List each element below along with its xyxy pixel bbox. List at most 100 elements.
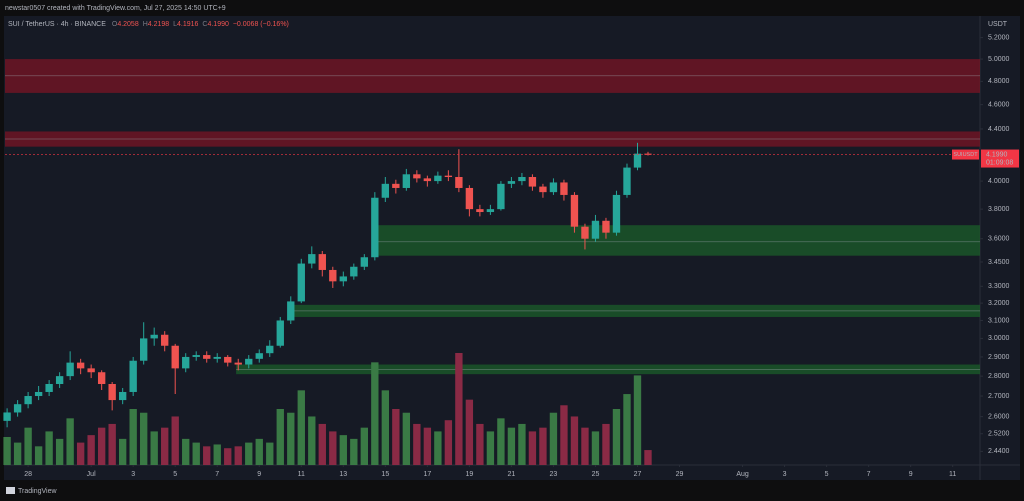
- volume-bar: [203, 446, 211, 465]
- volume-bar: [644, 450, 652, 465]
- volume-bar: [560, 405, 568, 465]
- symbol-title: SUI / TetherUS · 4h · BINANCE: [8, 21, 106, 28]
- x-tick-label: 9: [257, 471, 261, 478]
- volume-bar: [423, 427, 432, 465]
- candle-body: [182, 356, 190, 369]
- volume-bar: [434, 431, 442, 465]
- y-tick-label: 4.4000: [988, 126, 1010, 133]
- volume-bar: [3, 437, 11, 465]
- volume-bar: [108, 423, 116, 465]
- volume-bar: [234, 446, 242, 465]
- y-tick-label: 3.0000: [988, 335, 1010, 342]
- volume-bar: [182, 438, 190, 465]
- brand-logo: [6, 487, 15, 494]
- volume-bar: [329, 431, 337, 465]
- candle-body: [350, 266, 358, 277]
- candle-body: [276, 320, 284, 346]
- candle-body: [507, 181, 516, 184]
- x-tick-label: 11: [949, 471, 956, 478]
- candle-body: [108, 383, 116, 401]
- volume-bar: [528, 431, 537, 465]
- volume-bar: [612, 409, 621, 465]
- price-countdown: 01:09:08: [986, 159, 1013, 166]
- candle-body: [87, 368, 95, 373]
- candle-body: [203, 355, 211, 359]
- candle-body: [434, 175, 442, 182]
- candle-body: [549, 182, 558, 193]
- volume-bar: [507, 427, 516, 465]
- y-tick-label: 2.6000: [988, 413, 1010, 420]
- change: −0.0068 (−0.16%): [233, 21, 289, 28]
- candle-body: [423, 178, 432, 182]
- volume-bar: [276, 409, 284, 465]
- x-tick-label: 29: [676, 471, 684, 478]
- candle-body: [560, 182, 568, 195]
- volume-bar: [150, 431, 158, 465]
- volume-bar: [287, 412, 295, 465]
- brand-name: TradingView: [18, 488, 57, 495]
- y-tick-label: 3.4500: [988, 259, 1010, 266]
- x-tick-label: 5: [173, 471, 177, 478]
- y-tick-label: 3.2000: [988, 300, 1010, 307]
- candle-body: [66, 362, 74, 377]
- candle-body: [287, 301, 295, 321]
- candle-body: [486, 209, 495, 213]
- volume-bar: [255, 438, 263, 465]
- volume-bar: [192, 442, 200, 465]
- ohlc-value: 4.2058: [117, 21, 139, 28]
- y-tick-label: 2.7000: [988, 393, 1010, 400]
- volume-bar: [87, 435, 95, 465]
- candle-body: [97, 372, 106, 384]
- volume-bar: [497, 418, 505, 465]
- volume-bar: [381, 390, 390, 465]
- x-tick-label: 17: [423, 471, 431, 478]
- volume-bar: [539, 427, 547, 465]
- zone: [372, 225, 980, 256]
- candle-body: [161, 334, 169, 346]
- volume-bar: [24, 427, 32, 465]
- y-tick-label: 2.9000: [988, 354, 1010, 361]
- candle-body: [633, 153, 642, 168]
- candle-body: [402, 174, 411, 188]
- candle-body: [329, 269, 337, 282]
- zones: [5, 59, 981, 375]
- candles: [3, 142, 652, 428]
- ohlc-value: 4.1990: [207, 21, 229, 28]
- x-tick-label: 23: [550, 471, 558, 478]
- volume-bar: [66, 418, 74, 465]
- candle-body: [150, 334, 158, 339]
- volume-bar: [97, 427, 106, 465]
- volume-bar: [623, 394, 631, 465]
- volume-bar: [444, 420, 453, 465]
- volume-bar: [350, 438, 358, 465]
- ohlc-key: O: [112, 21, 118, 28]
- volume-bar: [76, 442, 85, 465]
- candle-body: [644, 153, 652, 155]
- candle-body: [297, 263, 305, 302]
- volume-bar: [371, 362, 379, 465]
- volume-bar: [318, 423, 326, 465]
- volume-bar: [549, 412, 558, 465]
- candle-body: [171, 345, 179, 369]
- volume-bar: [591, 431, 600, 465]
- x-tick-label: 11: [298, 471, 305, 478]
- ohlc-value: 4.2198: [148, 21, 170, 28]
- y-unit: USDT: [988, 21, 1008, 28]
- y-tick-label: 2.4400: [988, 448, 1010, 455]
- brand: TradingView: [6, 487, 57, 495]
- y-tick-label: 3.3000: [988, 283, 1010, 290]
- x-tick-label: 7: [215, 471, 219, 478]
- ohlc-value: 4.1916: [177, 21, 199, 28]
- candle-body: [129, 360, 137, 392]
- volume-bar: [140, 412, 148, 465]
- x-tick-label: 27: [634, 471, 642, 478]
- volume-bar: [55, 438, 64, 465]
- symbol-tag-label: SUIUSDT: [953, 152, 978, 158]
- candle-body: [465, 187, 474, 210]
- candle-body: [497, 183, 505, 210]
- x-tick-label: Aug: [736, 471, 749, 478]
- y-tick-label: 4.6000: [988, 102, 1010, 109]
- candle-body: [318, 254, 326, 270]
- y-tick-label: 5.0000: [988, 56, 1010, 63]
- volume-bar: [129, 409, 137, 465]
